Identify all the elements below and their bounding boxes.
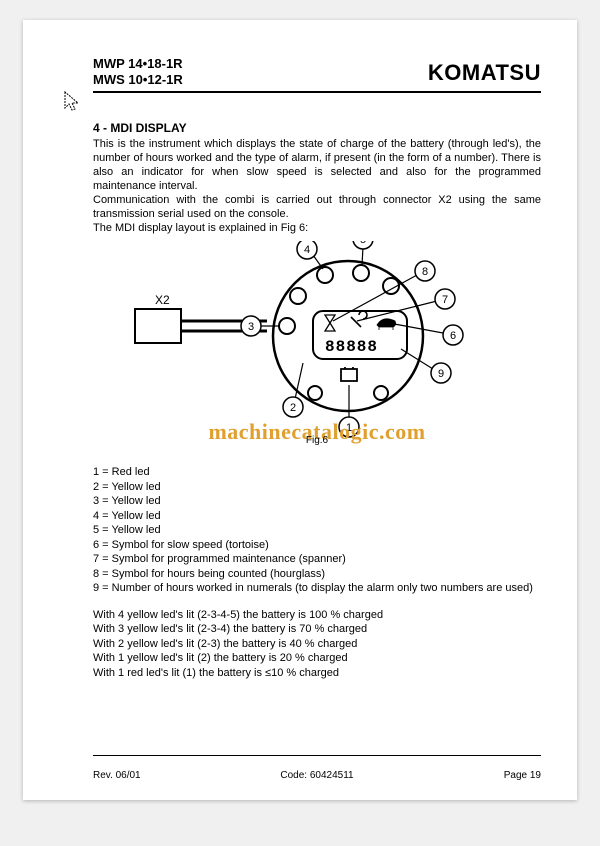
- charge-line: With 4 yellow led's lit (2-3-4-5) the ba…: [93, 608, 541, 623]
- legend-item: 4 = Yellow led: [93, 509, 541, 524]
- charge-line: With 3 yellow led's lit (2-3-4) the batt…: [93, 622, 541, 637]
- legend-item: 9 = Number of hours worked in numerals (…: [93, 581, 541, 596]
- content-area: MWP 14•18-1R MWS 10•12-1R KOMATSU 4 - MD…: [93, 56, 541, 770]
- legend-item: 7 = Symbol for programmed maintenance (s…: [93, 552, 541, 567]
- legend-item: 5 = Yellow led: [93, 523, 541, 538]
- paragraph-3: The MDI display layout is explained in F…: [93, 221, 541, 235]
- callout-6: 6: [450, 330, 456, 342]
- charge-states: With 4 yellow led's lit (2-3-4-5) the ba…: [93, 608, 541, 681]
- cursor-icon: [63, 90, 85, 112]
- section-title: 4 - MDI DISPLAY: [93, 121, 541, 135]
- footer-page: Page 19: [504, 770, 541, 781]
- callout-3: 3: [248, 321, 254, 333]
- legend-item: 8 = Symbol for hours being counted (hour…: [93, 567, 541, 582]
- legend-item: 1 = Red led: [93, 465, 541, 480]
- charge-line: With 1 yellow led's lit (2) the battery …: [93, 651, 541, 666]
- callout-5: 5: [360, 241, 366, 246]
- callout-9: 9: [438, 368, 444, 380]
- footer-rule: [93, 755, 541, 756]
- document-page: MWP 14•18-1R MWS 10•12-1R KOMATSU 4 - MD…: [23, 20, 577, 800]
- connector-label: X2: [155, 293, 170, 307]
- callout-2: 2: [290, 402, 296, 414]
- paragraph-2: Communication with the combi is carried …: [93, 193, 541, 221]
- display-digits: 88888: [325, 338, 378, 356]
- callout-4: 4: [304, 244, 310, 256]
- figure-caption: Fig.6: [93, 435, 541, 446]
- legend-item: 6 = Symbol for slow speed (tortoise): [93, 538, 541, 553]
- paragraph-1: This is the instrument which displays th…: [93, 137, 541, 193]
- mdi-diagram: X2: [93, 241, 541, 437]
- brand-logo: KOMATSU: [428, 60, 541, 86]
- charge-line: With 2 yellow led's lit (2-3) the batter…: [93, 637, 541, 652]
- legend-list: 1 = Red led 2 = Yellow led 3 = Yellow le…: [93, 465, 541, 596]
- charge-line: With 1 red led's lit (1) the battery is …: [93, 666, 541, 681]
- callout-8: 8: [422, 266, 428, 278]
- legend-item: 2 = Yellow led: [93, 480, 541, 495]
- legend-item: 3 = Yellow led: [93, 494, 541, 509]
- callout-7: 7: [442, 294, 448, 306]
- connector-box: [135, 309, 181, 343]
- header-rule: [93, 91, 541, 93]
- footer-code: Code: 60424511: [93, 770, 541, 781]
